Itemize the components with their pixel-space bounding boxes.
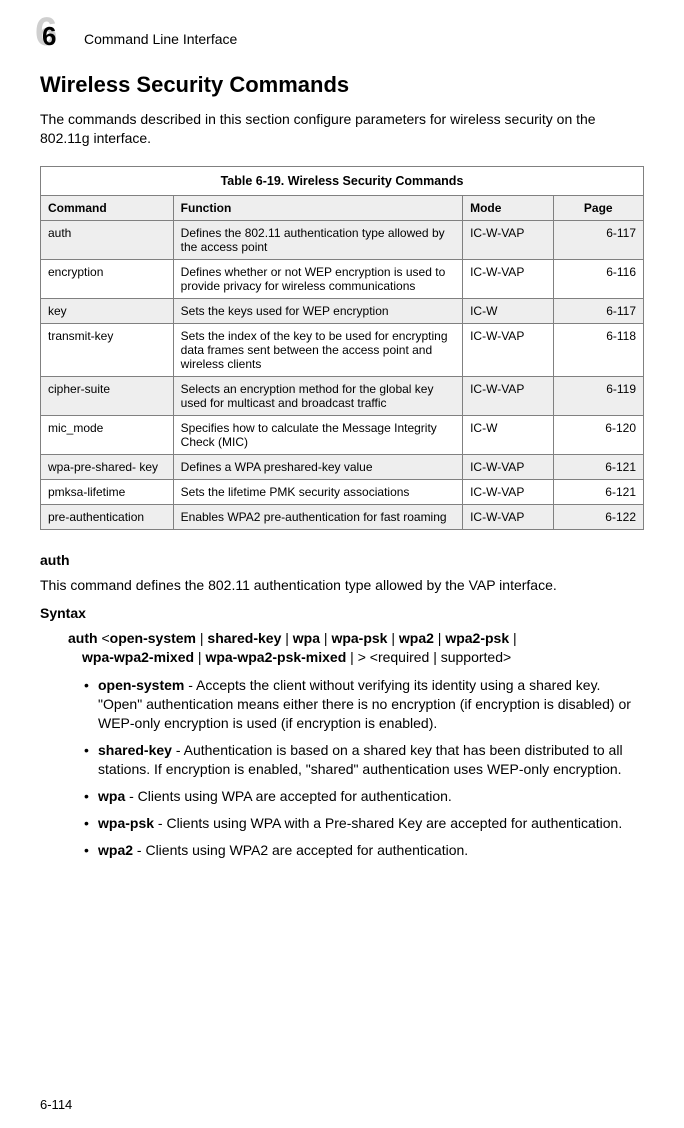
table-row: authDefines the 802.11 authentication ty… <box>41 220 644 259</box>
cell-mode: IC-W-VAP <box>463 479 553 504</box>
option-item: shared-key - Authentication is based on … <box>84 741 644 779</box>
table-header-page: Page <box>553 195 643 220</box>
auth-heading: auth <box>40 552 644 568</box>
running-header: 6 6 Command Line Interface <box>40 24 644 54</box>
syntax-label: Syntax <box>40 605 644 621</box>
table-header-command: Command <box>41 195 174 220</box>
cell-page: 6-122 <box>553 504 643 529</box>
table-row: keySets the keys used for WEP encryption… <box>41 298 644 323</box>
cell-function: Defines the 802.11 authentication type a… <box>173 220 462 259</box>
table-row: wpa-pre-shared- keyDefines a WPA preshar… <box>41 454 644 479</box>
option-item: open-system - Accepts the client without… <box>84 676 644 733</box>
auth-description: This command defines the 802.11 authenti… <box>40 576 644 595</box>
table-caption: Table 6-19. Wireless Security Commands <box>41 166 644 195</box>
cell-mode: IC-W-VAP <box>463 323 553 376</box>
chapter-number-fg: 6 <box>42 21 56 52</box>
cell-page: 6-116 <box>553 259 643 298</box>
cell-function: Selects an encryption method for the glo… <box>173 376 462 415</box>
syntax-block: auth <open-system | shared-key | wpa | w… <box>68 629 644 667</box>
cell-command: key <box>41 298 174 323</box>
intro-paragraph: The commands described in this section c… <box>40 110 644 148</box>
table-row: pre-authenticationEnables WPA2 pre-authe… <box>41 504 644 529</box>
cell-mode: IC-W-VAP <box>463 220 553 259</box>
cell-page: 6-121 <box>553 479 643 504</box>
syntax-line-1: auth <open-system | shared-key | wpa | w… <box>68 630 517 646</box>
page-number: 6-114 <box>40 1097 72 1112</box>
table-header-mode: Mode <box>463 195 553 220</box>
cell-command: encryption <box>41 259 174 298</box>
cell-mode: IC-W <box>463 298 553 323</box>
cell-page: 6-120 <box>553 415 643 454</box>
table-row: mic_modeSpecifies how to calculate the M… <box>41 415 644 454</box>
cell-command: transmit-key <box>41 323 174 376</box>
cell-command: pre-authentication <box>41 504 174 529</box>
table-row: pmksa-lifetimeSets the lifetime PMK secu… <box>41 479 644 504</box>
cell-command: wpa-pre-shared- key <box>41 454 174 479</box>
cell-function: Enables WPA2 pre-authentication for fast… <box>173 504 462 529</box>
cell-page: 6-118 <box>553 323 643 376</box>
cell-function: Specifies how to calculate the Message I… <box>173 415 462 454</box>
option-item: wpa2 - Clients using WPA2 are accepted f… <box>84 841 644 860</box>
cell-function: Sets the index of the key to be used for… <box>173 323 462 376</box>
cell-mode: IC-W-VAP <box>463 454 553 479</box>
option-item: wpa - Clients using WPA are accepted for… <box>84 787 644 806</box>
syntax-line-2: wpa-wpa2-mixed | wpa-wpa2-psk-mixed | > … <box>82 648 511 667</box>
cell-command: pmksa-lifetime <box>41 479 174 504</box>
table-header-function: Function <box>173 195 462 220</box>
running-title: Command Line Interface <box>84 31 237 47</box>
cell-page: 6-119 <box>553 376 643 415</box>
cell-function: Defines a WPA preshared-key value <box>173 454 462 479</box>
table-row: encryptionDefines whether or not WEP enc… <box>41 259 644 298</box>
section-title: Wireless Security Commands <box>40 72 644 98</box>
cell-page: 6-121 <box>553 454 643 479</box>
cell-function: Sets the keys used for WEP encryption <box>173 298 462 323</box>
cell-mode: IC-W-VAP <box>463 504 553 529</box>
option-list: open-system - Accepts the client without… <box>84 676 644 859</box>
cell-function: Sets the lifetime PMK security associati… <box>173 479 462 504</box>
cell-function: Defines whether or not WEP encryption is… <box>173 259 462 298</box>
cell-command: cipher-suite <box>41 376 174 415</box>
cell-mode: IC-W-VAP <box>463 376 553 415</box>
cell-mode: IC-W-VAP <box>463 259 553 298</box>
cell-command: mic_mode <box>41 415 174 454</box>
cell-command: auth <box>41 220 174 259</box>
option-item: wpa-psk - Clients using WPA with a Pre-s… <box>84 814 644 833</box>
wireless-security-commands-table: Table 6-19. Wireless Security Commands C… <box>40 166 644 530</box>
cell-page: 6-117 <box>553 298 643 323</box>
table-row: cipher-suiteSelects an encryption method… <box>41 376 644 415</box>
cell-page: 6-117 <box>553 220 643 259</box>
chapter-badge: 6 6 <box>40 24 70 54</box>
table-row: transmit-keySets the index of the key to… <box>41 323 644 376</box>
cell-mode: IC-W <box>463 415 553 454</box>
